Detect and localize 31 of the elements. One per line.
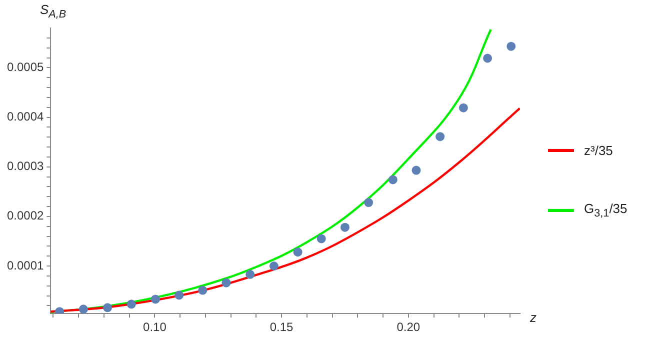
y-tick-label: 0.0001 (7, 258, 44, 272)
point (198, 286, 208, 295)
x-axis-title: z (530, 310, 536, 325)
point (436, 132, 445, 142)
legend-label: z³/35 (584, 142, 613, 158)
point (458, 103, 468, 112)
point (506, 42, 516, 51)
point (269, 262, 278, 270)
x-tick-label: 0.20 (396, 320, 420, 334)
point (340, 222, 350, 232)
point (388, 175, 398, 184)
y-tick-label: 0.0005 (7, 60, 44, 74)
point (174, 290, 184, 300)
point (78, 304, 88, 314)
point (222, 278, 231, 288)
point (103, 303, 112, 312)
point (246, 270, 255, 279)
y-axis-title: S$_{A,B}$ (40, 2, 66, 21)
point (483, 54, 492, 63)
x-tick-label: 0.10 (143, 320, 167, 334)
point (126, 300, 136, 309)
point (150, 294, 160, 304)
y-tick-label: 0.0004 (7, 110, 44, 124)
x-tick-label: 0.15 (270, 320, 294, 334)
legend-label: G$_{3,1}$/35 (584, 200, 628, 220)
point (364, 198, 374, 208)
y-tick-label: 0.0002 (7, 208, 44, 223)
point (412, 166, 421, 175)
point (316, 234, 326, 244)
y-tick-label: 0.0003 (7, 159, 44, 174)
point (293, 248, 302, 257)
